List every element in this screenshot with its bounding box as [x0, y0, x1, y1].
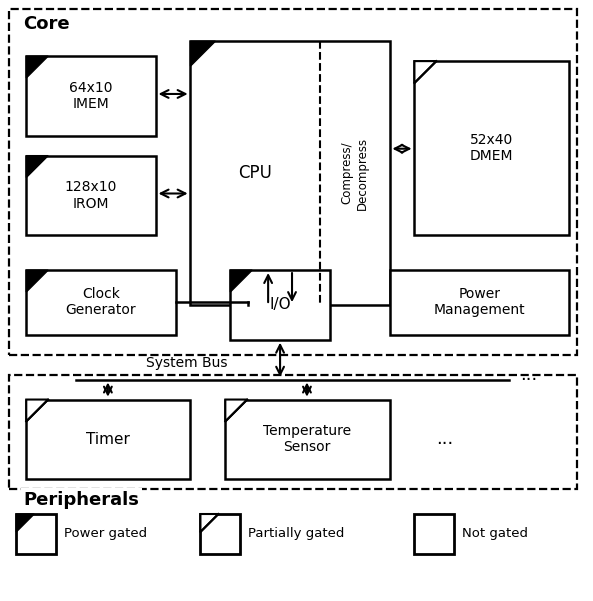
Polygon shape [230, 270, 252, 292]
Polygon shape [26, 56, 48, 78]
Text: Power
Management: Power Management [433, 287, 525, 317]
Bar [415, 514, 454, 554]
Text: Compress/
Decompress: Compress/ Decompress [341, 136, 369, 210]
Bar [230, 270, 330, 340]
Polygon shape [415, 61, 436, 83]
Bar [415, 61, 569, 236]
Text: System Bus: System Bus [146, 356, 227, 370]
Bar [26, 400, 190, 479]
Text: CPU: CPU [238, 164, 272, 182]
Polygon shape [200, 514, 218, 532]
Bar [26, 270, 176, 335]
Bar [9, 374, 576, 489]
Polygon shape [17, 514, 34, 532]
Bar [390, 270, 569, 335]
Polygon shape [225, 400, 247, 421]
Text: Timer: Timer [86, 432, 130, 447]
Text: 52x40
DMEM: 52x40 DMEM [469, 133, 513, 163]
Bar [225, 400, 390, 479]
Bar [190, 41, 390, 305]
Polygon shape [26, 270, 48, 292]
Bar [200, 514, 240, 554]
Text: ...: ... [520, 365, 537, 383]
Text: 64x10
IMEM: 64x10 IMEM [69, 81, 113, 111]
Polygon shape [26, 156, 48, 177]
Bar [26, 156, 156, 236]
Text: Temperature
Sensor: Temperature Sensor [263, 424, 351, 454]
Text: Partially gated: Partially gated [248, 528, 345, 540]
Bar [26, 56, 156, 136]
Text: Core: Core [23, 15, 70, 33]
Text: ...: ... [436, 430, 453, 448]
Bar [17, 514, 56, 554]
Text: Power gated: Power gated [64, 528, 147, 540]
Bar [9, 10, 576, 355]
Text: 128x10
IROM: 128x10 IROM [65, 180, 117, 210]
Polygon shape [26, 400, 48, 421]
Text: Clock
Generator: Clock Generator [66, 287, 136, 317]
Text: I/O: I/O [269, 297, 291, 313]
Text: Not gated: Not gated [462, 528, 528, 540]
Text: Peripherals: Peripherals [23, 491, 139, 509]
Polygon shape [190, 41, 215, 66]
